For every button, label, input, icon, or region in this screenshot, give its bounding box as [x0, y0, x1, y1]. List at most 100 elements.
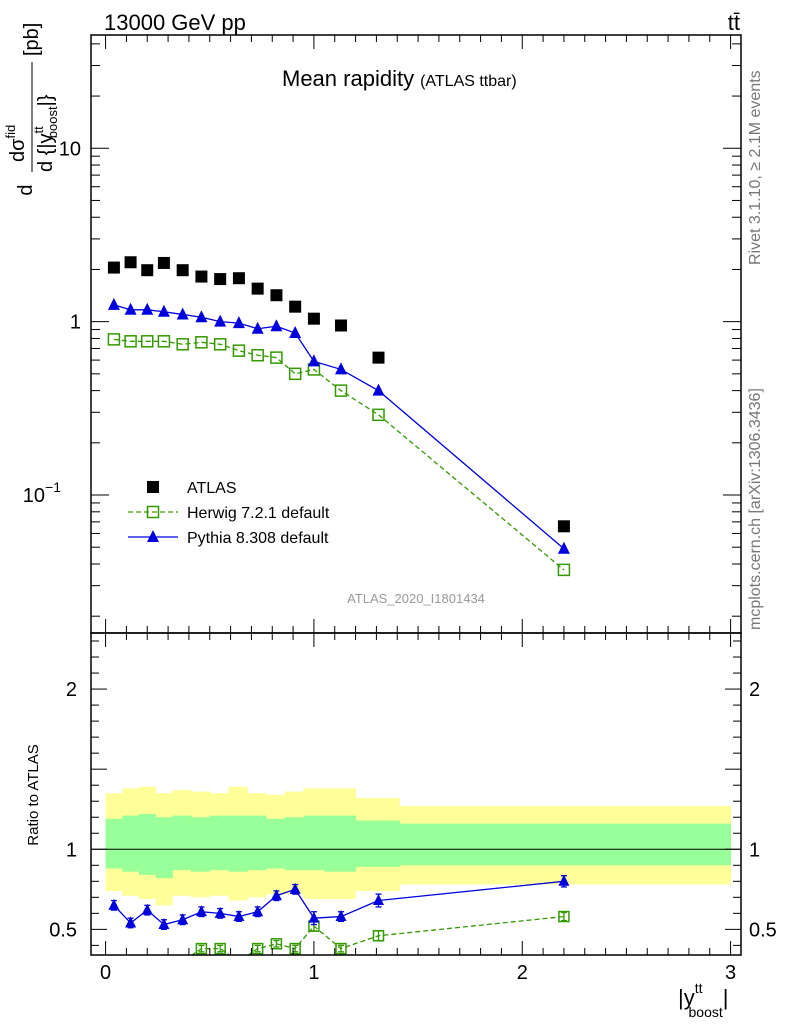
ratio-data-point: [252, 905, 264, 917]
ratio-inner-band-bin: [228, 815, 248, 872]
ratio-data-point: [108, 898, 120, 910]
ratio-data-point: [289, 942, 301, 955]
ratio-y-tick-label-right: 0.5: [749, 919, 777, 941]
ratio-data-point: [158, 918, 170, 930]
main-data-point: [288, 367, 302, 381]
main-data-point: [251, 321, 264, 334]
ratio-inner-band-bin: [122, 815, 140, 872]
mcplots-reference-text: mcplots.cern.ch [arXiv:1306.3436]: [747, 388, 764, 630]
main-data-point: [107, 297, 120, 310]
legend-marker: [146, 505, 160, 519]
main-data-point: [141, 302, 154, 315]
main-data-point: [289, 300, 302, 313]
main-data-point: [195, 310, 208, 323]
ratio-series-group: [108, 874, 570, 971]
ratio-data-point: [195, 942, 208, 955]
ratio-y-tick-label: 0.5: [49, 919, 77, 941]
energy-label: 13000 GeV pp: [104, 10, 246, 35]
legend-marker: [147, 481, 159, 493]
ratio-inner-band-bin: [266, 818, 286, 869]
y-label-denominator: d {|yttboost|}: [31, 94, 60, 172]
y-tick-label-exponent: −1: [45, 479, 61, 495]
main-data-point: [251, 348, 264, 362]
main-data-point: [214, 273, 227, 286]
main-data-point: [335, 319, 347, 332]
y-tick-label: 1: [70, 312, 81, 334]
ratio-data-point: [178, 956, 188, 966]
main-data-point: [176, 264, 189, 277]
ratio-data-point: [270, 889, 282, 901]
y-tick-label-base: 10: [23, 485, 45, 507]
ratio-inner-band-bin: [209, 815, 229, 871]
y-tick-label: 10−1: [23, 479, 61, 507]
main-data-point: [157, 256, 170, 269]
legend: ATLAS Herwig 7.2.1 default Pythia 8.308 de…: [128, 480, 330, 547]
x-label-base: |y: [678, 985, 695, 1010]
main-data-point: [124, 256, 137, 269]
y-label-den-close: |}: [35, 94, 57, 106]
x-label-close: |: [723, 985, 729, 1010]
ratio-data-point: [125, 916, 137, 928]
y-label-numerator: dσfid: [3, 125, 29, 162]
rivet-version-text: Rivet 3.1.10, ≥ 2.1M events: [747, 70, 764, 265]
ratio-inner-band-bin: [399, 823, 732, 866]
ratio-data-point: [177, 913, 189, 925]
ratio-inner-band-bin: [155, 817, 173, 879]
main-data-point: [232, 272, 245, 285]
x-tick-label: 1: [308, 962, 319, 984]
x-tick-label: 2: [517, 962, 528, 984]
main-data-point: [557, 541, 570, 554]
main-data-point: [557, 563, 571, 577]
ratio-inner-band-bin: [324, 815, 357, 872]
ratio-y-tick-label-right: 2: [749, 679, 760, 701]
main-data-point: [195, 336, 208, 349]
main-data-point: [214, 314, 227, 327]
main-data-point: [372, 408, 385, 422]
main-data-point: [270, 351, 283, 364]
ratio-data-point: [308, 911, 320, 923]
legend-marker: [147, 530, 159, 542]
ratio-data-point: [142, 961, 152, 971]
ratio-data-point: [289, 882, 301, 894]
ratio-panel: 0.5 0.5 1 1 2 2 Ratio to ATLAS: [25, 632, 777, 971]
main-data-point: [107, 333, 121, 346]
ratio-data-point: [233, 910, 245, 922]
ratio-data-point: [159, 960, 169, 970]
ratio-inner-band-bin: [355, 820, 400, 867]
main-data-point: [289, 325, 302, 338]
ratio-data-point: [270, 938, 283, 950]
y-label-unit: [pb]: [21, 23, 43, 56]
main-data-point: [232, 316, 245, 329]
y-tick-label: 10: [59, 138, 81, 160]
ratio-data-point: [214, 906, 226, 918]
y-label-den-sub: boost: [45, 106, 60, 138]
main-data-point: [334, 384, 348, 397]
y-label-num-sup: fid: [3, 125, 18, 139]
x-label-sup: tt: [695, 980, 703, 996]
main-data-point: [335, 362, 347, 375]
ratio-y-tick-label: 2: [66, 679, 77, 701]
main-data-point: [372, 351, 385, 364]
main-data-point: [195, 270, 208, 283]
main-data-point: [307, 354, 320, 367]
ratio-data-point: [214, 942, 226, 955]
process-label: tt̄: [728, 10, 740, 35]
main-data-point: [251, 282, 264, 295]
y-label-den-base: d {|y: [35, 133, 57, 172]
y-label-prefix: d: [15, 184, 37, 195]
ratio-data-point: [372, 930, 385, 942]
ratio-data-point: [335, 942, 347, 955]
x-tick-label: 0: [100, 962, 111, 984]
y-label-num-base: dσ: [7, 138, 29, 162]
main-data-point: [557, 520, 570, 533]
ratio-y-tick-label-right: 1: [749, 839, 760, 861]
ratio-data-point: [141, 903, 153, 915]
ratio-data-point: [558, 874, 570, 886]
ratio-inner-band-bin: [138, 814, 157, 875]
chart-title-sub: (ATLAS ttbar): [420, 73, 517, 90]
ratio-data-point: [195, 905, 207, 917]
y-label-den-sup: tt: [31, 126, 46, 134]
legend-label: ATLAS: [187, 480, 237, 497]
